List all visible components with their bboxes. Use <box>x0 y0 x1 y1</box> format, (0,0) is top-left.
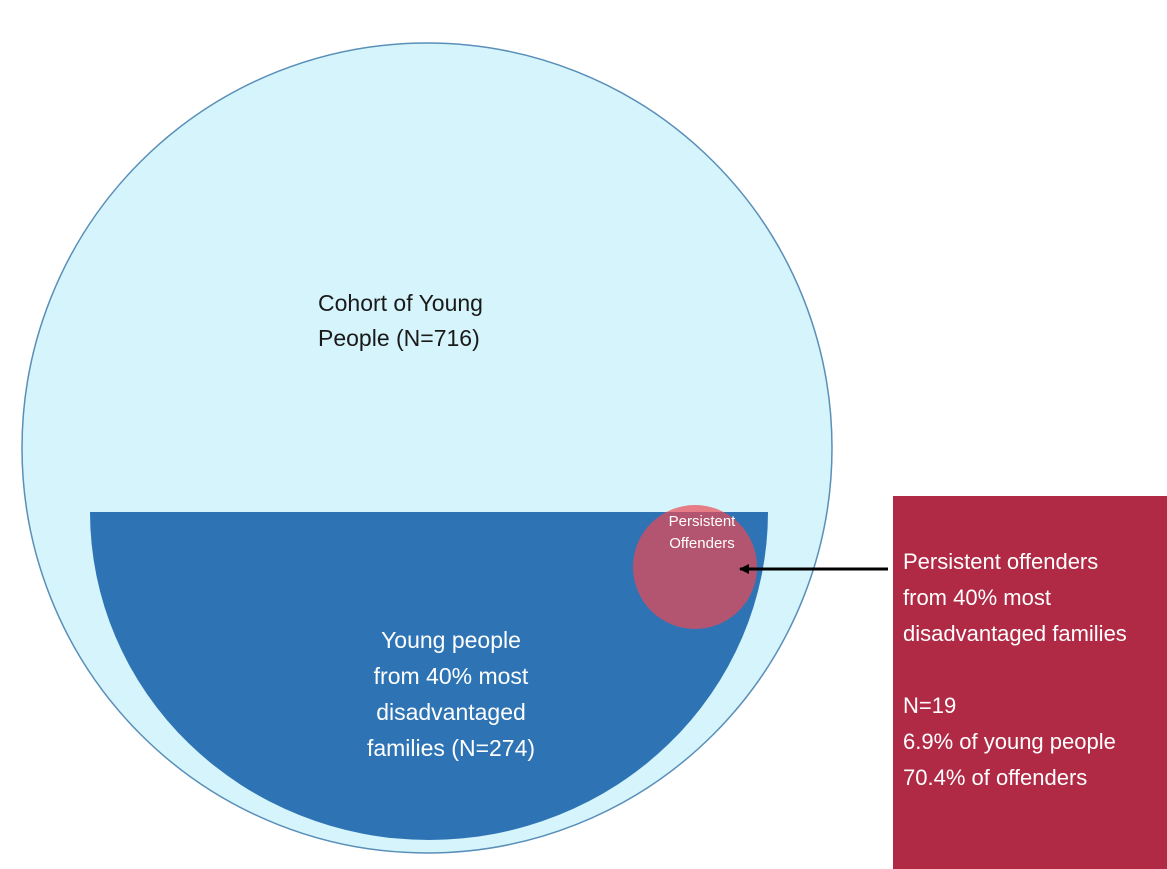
disadvantaged-label: Young people from 40% most disadvantaged… <box>367 627 535 761</box>
callout-line: N=19 <box>903 693 956 718</box>
label-line: families (N=274) <box>367 735 535 761</box>
label-line: Persistent <box>669 513 737 530</box>
callout-line: 70.4% of offenders <box>903 765 1087 790</box>
label-line: from 40% most <box>374 663 529 689</box>
callout-text: Persistent offenders from 40% most disad… <box>903 549 1127 790</box>
persistent-circle <box>633 505 757 629</box>
callout-line: 6.9% of young people <box>903 729 1116 754</box>
disadvantaged-segment <box>90 512 768 840</box>
callout-line: disadvantaged families <box>903 621 1127 646</box>
persistent-label: Persistent Offenders <box>669 513 737 552</box>
label-line: People (N=716) <box>318 325 480 351</box>
callout-line: from 40% most <box>903 585 1051 610</box>
cohort-label: Cohort of Young People (N=716) <box>318 290 483 351</box>
callout-box <box>893 496 1167 869</box>
callout-line: Persistent offenders <box>903 549 1098 574</box>
label-line: Cohort of Young <box>318 290 483 316</box>
label-line: disadvantaged <box>376 699 526 725</box>
label-line: Offenders <box>669 535 735 552</box>
label-line: Young people <box>381 627 521 653</box>
